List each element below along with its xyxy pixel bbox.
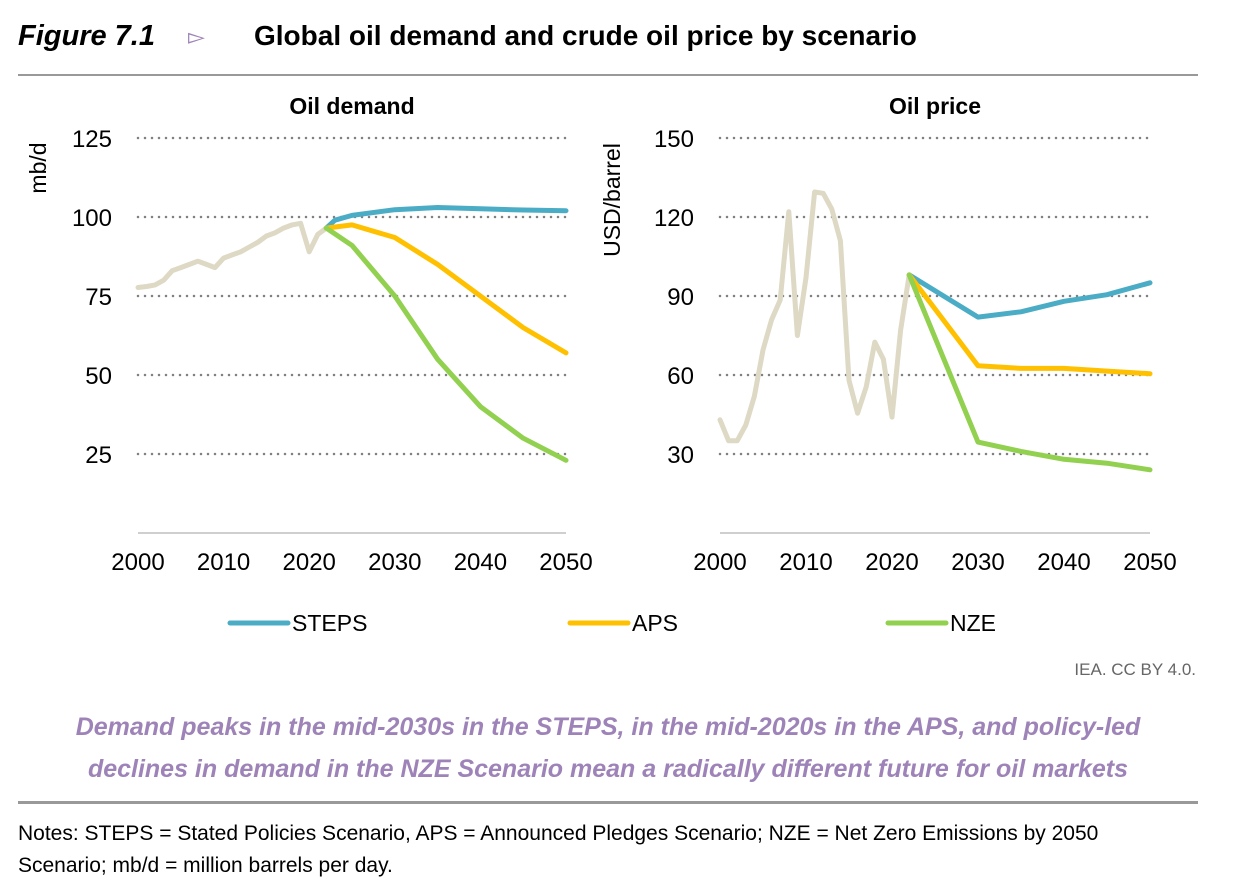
caption-line: Demand peaks in the mid-2030s in the STE… [75, 713, 1141, 741]
figure-label: Figure 7.1 [18, 20, 155, 52]
series-line-steps [906, 272, 1153, 320]
series-line-aps [906, 272, 1153, 377]
y-tick-label: 90 [667, 284, 694, 311]
chart-title: Oil demand [289, 93, 414, 119]
legend-label: NZE [950, 610, 996, 636]
notes-line: Scenario; mb/d = million barrels per day… [18, 854, 393, 877]
y-tick-label: 125 [72, 126, 112, 153]
x-tick-label: 2040 [454, 549, 507, 576]
legend-label: APS [632, 610, 678, 636]
x-tick-label: 2010 [779, 549, 832, 576]
x-tick-label: 2050 [1123, 549, 1176, 576]
legend-label: STEPS [292, 610, 367, 636]
x-tick-label: 2030 [368, 549, 421, 576]
notes-line: Notes: STEPS = Stated Policies Scenario,… [18, 822, 1099, 845]
figure-caption: Demand peaks in the mid-2030s in the STE… [0, 706, 1216, 790]
series-line-nze [323, 225, 569, 463]
series-line-historical [717, 189, 912, 444]
x-tick-label: 2010 [197, 549, 250, 576]
series-line-historical [135, 220, 329, 290]
y-tick-label: 120 [654, 205, 694, 232]
y-tick-label: 100 [72, 205, 112, 232]
series-line-steps [323, 205, 569, 231]
triangle-arrow-icon: ▻ [188, 24, 205, 49]
figure-title: Global oil demand and crude oil price by… [254, 20, 917, 51]
y-tick-label: 150 [654, 126, 694, 153]
legend: STEPS APS NZE [227, 610, 996, 636]
x-tick-label: 2020 [283, 549, 336, 576]
x-tick-label: 2040 [1037, 549, 1090, 576]
charts-area: Oil demand mb/d 25 50 75 100 125 2000 2010 2020 20… [25, 93, 1177, 636]
y-tick-label: 75 [85, 284, 112, 311]
x-tick-label: 2030 [951, 549, 1004, 576]
chart-oil-demand: Oil demand mb/d 25 50 75 100 125 2000 2010 2020 20… [25, 93, 593, 576]
x-tick-label: 2020 [865, 549, 918, 576]
y-tick-label: 25 [85, 442, 112, 469]
chart-oil-price: Oil price USD/barrel 30 60 90 120 150 2000 2010 2… [599, 93, 1177, 576]
caption-line: declines in demand in the NZE Scenario m… [87, 755, 1129, 783]
top-divider [18, 74, 1198, 76]
y-axis-title: USD/barrel [599, 143, 625, 257]
series-line-nze [906, 272, 1153, 473]
y-axis-title: mb/d [25, 142, 51, 193]
notes: Notes: STEPS = Stated Policies Scenario,… [18, 818, 1218, 882]
x-tick-label: 2000 [111, 549, 164, 576]
x-tick-label: 2000 [693, 549, 746, 576]
y-tick-label: 50 [85, 363, 112, 390]
chart-title: Oil price [889, 93, 981, 119]
y-tick-label: 30 [667, 442, 694, 469]
bottom-divider [18, 801, 1198, 804]
y-tick-label: 60 [667, 363, 694, 390]
x-tick-label: 2050 [539, 549, 592, 576]
series-line-aps [323, 222, 569, 356]
source-credit: IEA. CC BY 4.0. [1074, 660, 1196, 679]
